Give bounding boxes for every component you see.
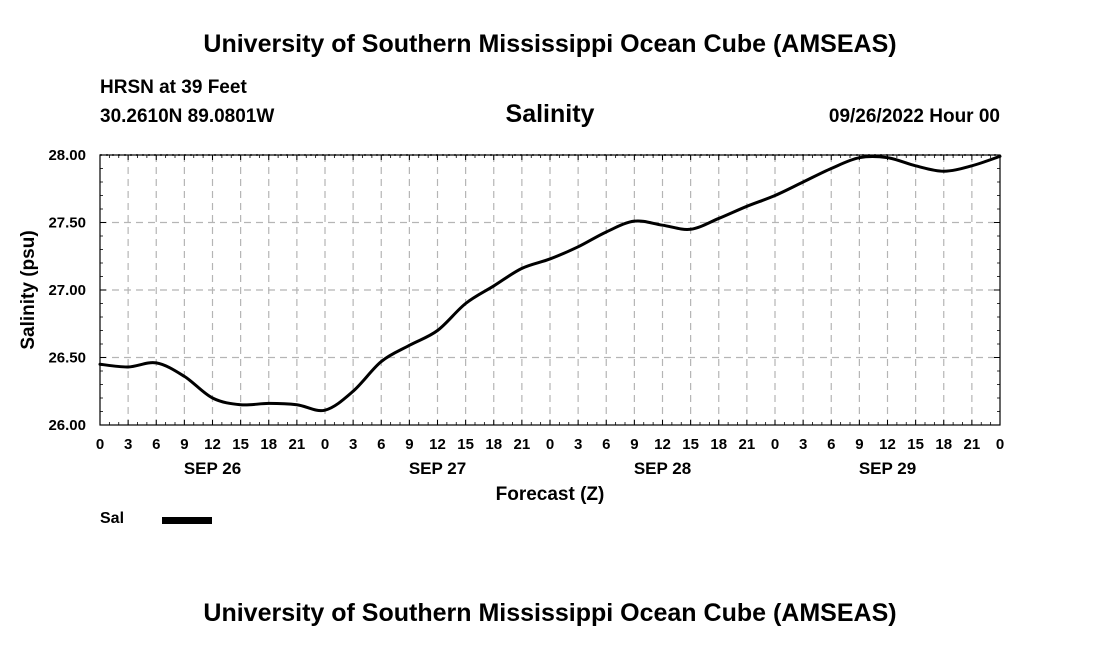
x-tick-label: 0 bbox=[771, 436, 779, 453]
x-tick-label: 3 bbox=[574, 436, 582, 453]
tick-labels: 0 3 6 9 12 15 18 21 0 3 6 9 12 15 18 21 0 3 6 9 12 15 18 21 0 3 6 9… bbox=[18, 147, 1004, 505]
data-point bbox=[436, 329, 439, 332]
x-tick-label: 0 bbox=[546, 436, 554, 453]
x-tick-label: 6 bbox=[377, 436, 385, 453]
x-tick-label: 15 bbox=[907, 436, 924, 453]
data-point bbox=[717, 217, 720, 220]
x-tick-label: 12 bbox=[879, 436, 896, 453]
day-label: SEP 27 bbox=[409, 459, 466, 478]
data-point bbox=[351, 390, 355, 393]
x-tick-label: 18 bbox=[935, 436, 952, 453]
day-label: SEP 29 bbox=[859, 459, 916, 478]
data-point bbox=[661, 224, 664, 227]
x-tick-label: 12 bbox=[654, 436, 671, 453]
data-point bbox=[464, 302, 467, 305]
y-tick-label: 26.00 bbox=[48, 417, 86, 434]
coordinates-label: 30.2610N 89.0801W bbox=[100, 106, 275, 127]
data-point bbox=[492, 284, 495, 288]
x-tick-label: 15 bbox=[682, 436, 699, 453]
data-point bbox=[689, 228, 692, 231]
x-tick-label: 15 bbox=[457, 436, 474, 453]
data-point bbox=[211, 396, 214, 400]
day-label: SEP 26 bbox=[184, 459, 241, 478]
x-tick-label: 9 bbox=[855, 436, 863, 453]
footer-title: University of Southern Mississippi Ocean… bbox=[203, 599, 897, 627]
day-label: SEP 28 bbox=[634, 459, 691, 478]
data-point bbox=[239, 403, 242, 406]
x-tick-label: 3 bbox=[124, 436, 132, 453]
data-point bbox=[970, 164, 974, 167]
data-point bbox=[408, 344, 411, 347]
x-tick-label: 12 bbox=[204, 436, 221, 453]
x-tick-label: 18 bbox=[260, 436, 277, 453]
data-point bbox=[295, 403, 299, 406]
data-point bbox=[98, 363, 102, 366]
station-label: HRSN at 39 Feet bbox=[100, 77, 247, 98]
data-point bbox=[605, 230, 608, 234]
x-tick-label: 0 bbox=[996, 436, 1004, 453]
series-layer bbox=[98, 154, 1002, 413]
data-point bbox=[267, 402, 270, 405]
x-tick-label: 3 bbox=[799, 436, 807, 453]
data-point bbox=[380, 360, 383, 363]
legend-label: Sal bbox=[100, 510, 125, 527]
data-point bbox=[323, 408, 327, 412]
x-tick-label: 21 bbox=[964, 436, 981, 453]
data-point bbox=[801, 180, 805, 184]
data-point bbox=[942, 170, 945, 173]
x-axis-label: Forecast (Z) bbox=[496, 484, 605, 505]
data-point bbox=[520, 267, 524, 270]
data-point bbox=[183, 375, 186, 378]
x-tick-label: 9 bbox=[405, 436, 413, 453]
data-point bbox=[886, 156, 889, 159]
x-tick-label: 18 bbox=[710, 436, 727, 453]
data-point bbox=[548, 257, 552, 261]
x-tick-label: 3 bbox=[349, 436, 357, 453]
data-point bbox=[576, 245, 580, 248]
x-tick-label: 6 bbox=[602, 436, 610, 453]
x-tick-label: 21 bbox=[514, 436, 531, 453]
data-point bbox=[773, 194, 777, 197]
x-tick-label: 6 bbox=[827, 436, 835, 453]
data-point bbox=[914, 164, 917, 167]
page-title: University of Southern Mississippi Ocean… bbox=[203, 30, 897, 58]
y-tick-label: 28.00 bbox=[48, 147, 86, 164]
legend-swatch bbox=[162, 517, 212, 524]
x-tick-label: 15 bbox=[232, 436, 249, 453]
data-point bbox=[155, 361, 158, 365]
grid-lines bbox=[100, 155, 1000, 425]
axes bbox=[99, 154, 1001, 426]
x-tick-label: 9 bbox=[630, 436, 638, 453]
x-tick-label: 0 bbox=[96, 436, 104, 453]
y-tick-label: 27.50 bbox=[48, 215, 86, 232]
x-tick-label: 21 bbox=[289, 436, 306, 453]
y-tick-label: 27.00 bbox=[48, 282, 86, 299]
x-tick-label: 18 bbox=[485, 436, 502, 453]
chart-title: Salinity bbox=[505, 100, 595, 128]
data-point bbox=[998, 155, 1002, 158]
y-tick-label: 26.50 bbox=[48, 350, 86, 367]
data-point bbox=[858, 156, 861, 159]
x-tick-label: 6 bbox=[152, 436, 160, 453]
x-tick-label: 9 bbox=[180, 436, 188, 453]
x-tick-label: 0 bbox=[321, 436, 329, 453]
data-point bbox=[830, 167, 833, 170]
data-point bbox=[633, 219, 636, 223]
x-tick-label: 12 bbox=[429, 436, 446, 453]
data-point bbox=[745, 205, 749, 208]
x-tick-label: 21 bbox=[739, 436, 756, 453]
y-axis-label: Salinity (psu) bbox=[18, 230, 39, 349]
forecast-datetime: 09/26/2022 Hour 00 bbox=[828, 106, 1000, 127]
data-point bbox=[126, 365, 130, 369]
